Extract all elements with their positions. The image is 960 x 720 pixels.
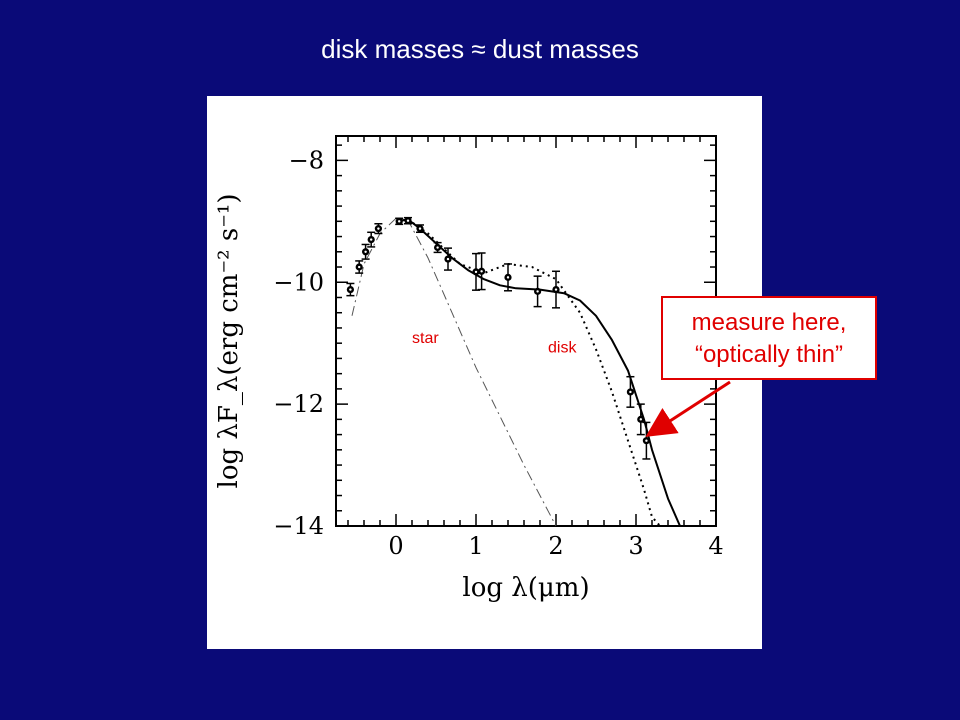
data-point bbox=[416, 224, 424, 234]
data-point bbox=[395, 217, 404, 226]
data-point bbox=[626, 375, 635, 408]
x-tick-label: 2 bbox=[548, 532, 563, 560]
point-marker-center bbox=[480, 270, 483, 273]
point-marker-center bbox=[358, 265, 361, 269]
y-tick-label: −14 bbox=[273, 512, 324, 540]
plot-frame bbox=[335, 135, 717, 527]
x-axis-label: log λ(μm) bbox=[462, 573, 589, 603]
model-curve-dotted bbox=[395, 218, 661, 527]
callout-line-2: “optically thin” bbox=[694, 341, 844, 368]
x-tick-label: 1 bbox=[468, 532, 483, 560]
data-point bbox=[552, 270, 560, 309]
point-marker-center bbox=[536, 290, 539, 293]
data-point bbox=[355, 260, 364, 274]
point-marker-center bbox=[349, 288, 352, 291]
data-point bbox=[374, 223, 383, 235]
star-annotation: star bbox=[412, 330, 439, 347]
y-tick-label: −12 bbox=[273, 390, 324, 418]
point-marker-center bbox=[377, 227, 380, 230]
data-point bbox=[636, 403, 645, 436]
x-tick-label: 4 bbox=[708, 532, 723, 560]
x-tick-label: 3 bbox=[628, 532, 643, 560]
data-point bbox=[477, 252, 486, 291]
point-marker-center bbox=[506, 276, 510, 279]
data-point bbox=[346, 282, 355, 297]
data-point bbox=[367, 231, 376, 248]
y-tick-label: −10 bbox=[273, 268, 324, 296]
disk-annotation: disk bbox=[548, 339, 577, 356]
y-axis-label: log λF_λ(erg cm⁻² s⁻¹) bbox=[214, 193, 244, 488]
data-point bbox=[472, 252, 480, 291]
point-marker-center bbox=[629, 390, 632, 394]
callout-line-1: measure here, bbox=[691, 309, 847, 336]
point-marker-center bbox=[370, 238, 373, 241]
data-point bbox=[444, 247, 452, 271]
point-marker-center bbox=[436, 246, 439, 249]
point-marker-center bbox=[364, 250, 367, 253]
point-marker-center bbox=[406, 219, 410, 222]
data-point bbox=[504, 263, 512, 292]
model-curve-dashdot bbox=[351, 217, 557, 527]
point-marker-center bbox=[474, 270, 478, 274]
point-marker-center bbox=[639, 418, 642, 421]
model-curve-solid bbox=[395, 218, 681, 527]
y-tick-label: −8 bbox=[289, 146, 324, 174]
point-marker-center bbox=[446, 257, 450, 261]
data-point bbox=[642, 421, 651, 460]
point-marker-center bbox=[645, 439, 648, 442]
point-marker-center bbox=[398, 220, 401, 223]
data-point bbox=[533, 275, 542, 308]
point-marker-center bbox=[418, 227, 422, 230]
measure-here-callout: measure here, “optically thin” bbox=[661, 296, 877, 380]
sed-chart: 0 1 2 3 4 −8 −10 −12 −14 star disk log λ(μm) log… bbox=[214, 135, 724, 603]
data-point bbox=[433, 241, 442, 254]
slide-title: disk masses ≈ dust masses bbox=[321, 34, 639, 64]
data-point bbox=[404, 216, 412, 225]
x-tick-label: 0 bbox=[388, 532, 403, 560]
point-marker-center bbox=[554, 288, 558, 291]
data-point bbox=[361, 243, 370, 260]
